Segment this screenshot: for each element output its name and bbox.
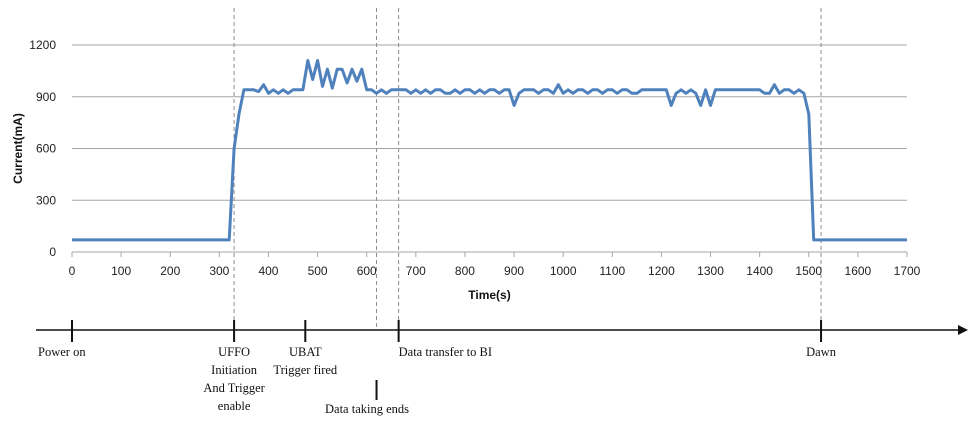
event-label: Dawn xyxy=(806,345,837,359)
series-layer xyxy=(72,59,907,242)
event-timeline: Power on UFFO Initiation And Trigger enable U… xyxy=(36,320,968,416)
event-label: UFFO xyxy=(218,345,250,359)
event-label: Data transfer to BI xyxy=(399,345,492,359)
x-tick-label: 200 xyxy=(160,264,180,278)
grid-layer xyxy=(72,44,907,201)
event-label: enable xyxy=(218,399,251,413)
x-tick-label: 700 xyxy=(406,264,426,278)
x-tick-label: 1700 xyxy=(894,264,921,278)
event-guide-lines xyxy=(233,8,822,330)
event-label: Trigger fired xyxy=(273,363,338,377)
event-label: UBAT xyxy=(289,345,322,359)
y-tick-label: 900 xyxy=(36,90,56,104)
y-tick-label: 0 xyxy=(49,245,56,259)
y-tick-label: 300 xyxy=(36,193,56,207)
x-tick-label: 1300 xyxy=(697,264,724,278)
x-tick-label: 500 xyxy=(308,264,328,278)
y-tick-label: 600 xyxy=(36,142,56,156)
x-axis-title: Time(s) xyxy=(468,288,510,302)
event-label: And Trigger xyxy=(203,381,265,395)
x-tick-label: 1000 xyxy=(550,264,577,278)
x-tick-label: 1600 xyxy=(845,264,872,278)
x-tick-label: 1500 xyxy=(795,264,822,278)
x-tick-label: 300 xyxy=(209,264,229,278)
event-label: Power on xyxy=(38,345,86,359)
y-axis-title: Current(mA) xyxy=(11,113,25,184)
x-tick-label: 600 xyxy=(357,264,377,278)
x-tick-label: 0 xyxy=(69,264,76,278)
y-tick-label: 1200 xyxy=(29,38,56,52)
axes-layer: 0 300 600 900 1200 0 100 200 300 400 500 600 700 800 9… xyxy=(29,38,920,278)
x-tick-label: 400 xyxy=(258,264,278,278)
x-tick-label: 1200 xyxy=(648,264,675,278)
x-tick-label: 1400 xyxy=(746,264,773,278)
x-tick-label: 800 xyxy=(455,264,475,278)
x-tick-label: 100 xyxy=(111,264,131,278)
event-label: Data taking ends xyxy=(325,402,409,416)
x-tick-label: 1100 xyxy=(599,264,625,278)
timeline-arrowhead xyxy=(958,325,968,335)
event-label: Initiation xyxy=(211,363,258,377)
current-series-line xyxy=(72,59,907,242)
x-tick-label: 900 xyxy=(504,264,524,278)
